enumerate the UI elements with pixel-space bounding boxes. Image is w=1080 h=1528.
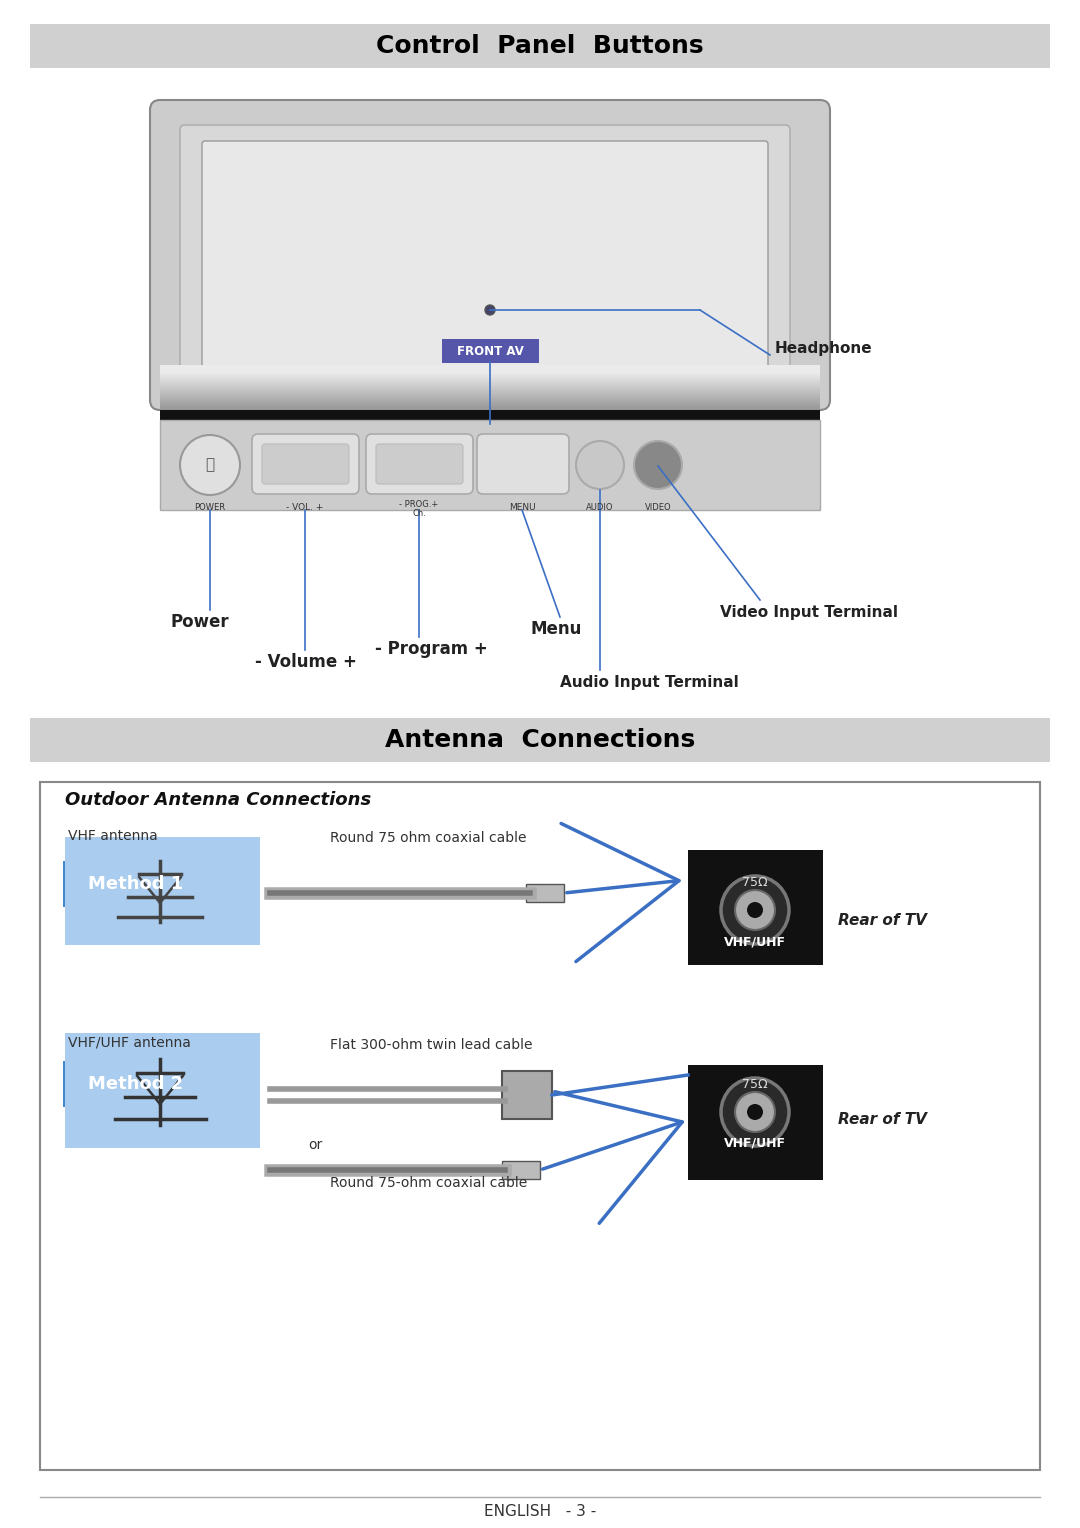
Text: Rear of TV: Rear of TV xyxy=(838,1112,927,1128)
Bar xyxy=(160,400,820,403)
Bar xyxy=(160,413,820,416)
Text: - PROG.+: - PROG.+ xyxy=(400,500,438,509)
FancyBboxPatch shape xyxy=(180,125,789,390)
Bar xyxy=(160,367,820,368)
Text: Round 75-ohm coaxial cable: Round 75-ohm coaxial cable xyxy=(330,1177,527,1190)
FancyBboxPatch shape xyxy=(63,1060,215,1106)
Text: ENGLISH   - 3 -: ENGLISH - 3 - xyxy=(484,1505,596,1519)
Text: Antenna  Connections: Antenna Connections xyxy=(384,727,696,752)
Text: or: or xyxy=(308,1138,322,1152)
Text: 75Ω: 75Ω xyxy=(742,1079,768,1091)
Bar xyxy=(502,1161,540,1180)
Text: Rear of TV: Rear of TV xyxy=(838,912,927,927)
Bar xyxy=(688,1065,823,1180)
Bar xyxy=(160,380,820,384)
Bar xyxy=(160,403,820,405)
Bar xyxy=(160,384,820,385)
Text: Menu: Menu xyxy=(530,620,581,639)
Bar xyxy=(502,1071,552,1118)
FancyBboxPatch shape xyxy=(442,339,539,364)
Text: Outdoor Antenna Connections: Outdoor Antenna Connections xyxy=(65,792,372,808)
Bar xyxy=(160,387,820,390)
FancyBboxPatch shape xyxy=(63,860,215,908)
Circle shape xyxy=(576,442,624,489)
Circle shape xyxy=(735,889,775,931)
Text: FRONT AV: FRONT AV xyxy=(457,344,524,358)
Text: MENU: MENU xyxy=(509,503,536,512)
Circle shape xyxy=(180,435,240,495)
Bar xyxy=(160,406,820,410)
Text: Round 75 ohm coaxial cable: Round 75 ohm coaxial cable xyxy=(330,831,527,845)
Circle shape xyxy=(735,1093,775,1132)
Bar xyxy=(688,850,823,966)
Bar xyxy=(160,371,820,373)
Bar xyxy=(160,365,820,367)
Bar xyxy=(160,397,820,399)
Bar xyxy=(160,405,820,406)
FancyBboxPatch shape xyxy=(262,445,349,484)
Text: Power: Power xyxy=(170,613,229,631)
Bar xyxy=(160,420,820,510)
Bar xyxy=(160,410,820,411)
Bar xyxy=(160,390,820,391)
Bar xyxy=(160,410,820,423)
Bar xyxy=(160,385,820,387)
Circle shape xyxy=(721,876,789,944)
FancyBboxPatch shape xyxy=(376,445,463,484)
Circle shape xyxy=(747,1105,762,1120)
Text: ⏻: ⏻ xyxy=(205,457,215,472)
Text: Method 1: Method 1 xyxy=(87,876,184,892)
FancyBboxPatch shape xyxy=(30,718,1050,762)
Text: Method 2: Method 2 xyxy=(87,1076,184,1093)
Text: Flat 300-ohm twin lead cable: Flat 300-ohm twin lead cable xyxy=(330,1038,532,1051)
Text: Ch.: Ch. xyxy=(413,509,426,518)
Bar xyxy=(65,1033,260,1148)
FancyBboxPatch shape xyxy=(40,782,1040,1470)
Text: 75Ω: 75Ω xyxy=(742,876,768,888)
Text: - Program +: - Program + xyxy=(375,640,488,659)
Text: VIDEO: VIDEO xyxy=(645,503,672,512)
FancyBboxPatch shape xyxy=(202,141,768,374)
Text: Audio Input Terminal: Audio Input Terminal xyxy=(561,674,739,689)
Circle shape xyxy=(485,306,495,315)
Circle shape xyxy=(721,1077,789,1146)
Text: Control  Panel  Buttons: Control Panel Buttons xyxy=(376,34,704,58)
Text: AUDIO: AUDIO xyxy=(586,503,613,512)
FancyBboxPatch shape xyxy=(366,434,473,494)
Bar xyxy=(160,391,820,393)
Text: Video Input Terminal: Video Input Terminal xyxy=(720,605,897,619)
Circle shape xyxy=(747,902,762,918)
Bar xyxy=(160,368,820,371)
Text: VHF/UHF: VHF/UHF xyxy=(724,1137,786,1149)
Circle shape xyxy=(634,442,681,489)
Bar xyxy=(160,399,820,400)
Text: Headphone: Headphone xyxy=(775,341,873,356)
Text: - Volume +: - Volume + xyxy=(255,652,356,671)
Bar xyxy=(160,377,820,379)
FancyBboxPatch shape xyxy=(477,434,569,494)
FancyBboxPatch shape xyxy=(150,99,831,410)
Bar xyxy=(160,393,820,396)
Text: VHF/UHF: VHF/UHF xyxy=(724,935,786,949)
Bar xyxy=(160,379,820,380)
Bar xyxy=(526,885,564,902)
Text: VHF/UHF antenna: VHF/UHF antenna xyxy=(68,1034,191,1050)
Text: POWER: POWER xyxy=(194,503,226,512)
Bar xyxy=(160,374,820,377)
Text: VHF antenna: VHF antenna xyxy=(68,830,158,843)
Bar xyxy=(160,411,820,413)
Bar xyxy=(65,837,260,944)
FancyBboxPatch shape xyxy=(30,24,1050,69)
Bar xyxy=(160,373,820,374)
Bar xyxy=(160,396,820,397)
Text: - VOL. +: - VOL. + xyxy=(286,503,324,512)
FancyBboxPatch shape xyxy=(252,434,359,494)
